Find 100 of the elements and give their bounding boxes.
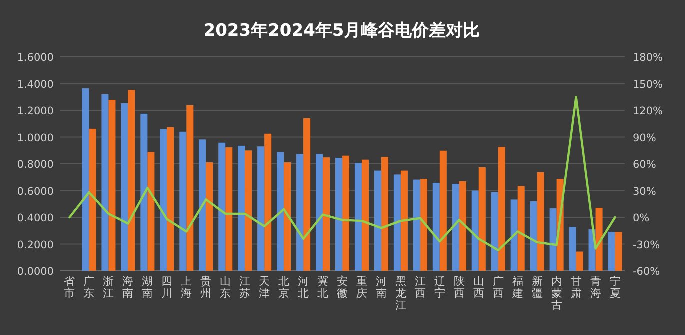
bar <box>167 127 174 271</box>
bar <box>128 90 136 271</box>
bar <box>121 103 128 271</box>
x-tick-label: 省市 <box>64 275 76 300</box>
x-tick-label: 陕西 <box>454 275 465 300</box>
x-tick-label: 甘肃 <box>570 275 582 300</box>
chart-title: 2023年2024年5月峰谷电价差对比 <box>204 21 480 41</box>
y2-tick-label: -60% <box>633 266 660 278</box>
y2-tick-label: 120% <box>633 106 664 118</box>
bar <box>180 132 187 271</box>
bar <box>440 150 447 271</box>
bar <box>537 172 544 271</box>
x-tick-label: 新疆 <box>532 275 543 300</box>
bar <box>284 162 292 271</box>
x-tick-label: 山西 <box>473 275 484 300</box>
bar <box>335 158 342 271</box>
x-tick-label: 重庆 <box>356 275 368 300</box>
y-tick-label: 0.8000 <box>17 159 54 171</box>
x-tick-label: 内蒙古 <box>551 275 562 312</box>
bar <box>148 152 155 271</box>
bar <box>394 174 401 271</box>
bar <box>530 201 538 271</box>
bar <box>576 252 584 271</box>
x-tick-label: 贵州 <box>200 275 212 300</box>
line-series <box>68 96 616 252</box>
bar <box>296 154 304 271</box>
x-tick-label: 河北 <box>298 275 310 300</box>
bar <box>186 105 194 271</box>
x-tick-label: 湖南 <box>142 275 154 300</box>
bar <box>432 182 440 271</box>
x-tick-label: 宁夏 <box>610 275 621 300</box>
y-tick-label: 0.4000 <box>17 212 54 224</box>
bar <box>608 232 616 271</box>
bar <box>264 134 272 271</box>
x-tick-label: 江西 <box>414 275 426 300</box>
bar <box>160 129 168 271</box>
bar <box>218 142 226 271</box>
bar <box>82 88 90 271</box>
bar <box>316 154 324 271</box>
x-tick-label: 安徽 <box>337 275 348 300</box>
x-tick-label: 广东 <box>84 275 95 300</box>
bar <box>199 140 206 271</box>
x-tick-label: 黑龙江 <box>395 275 406 312</box>
y2-tick-label: 150% <box>633 78 664 91</box>
y-tick-label: 1.4000 <box>17 78 54 91</box>
x-tick-label: 河南 <box>376 275 387 300</box>
bar <box>550 208 557 271</box>
bar <box>381 157 388 271</box>
bar <box>374 170 382 271</box>
x-tick-label: 江苏 <box>240 275 251 300</box>
x-tick-label: 上海 <box>181 275 192 300</box>
y-tick-label: 1.0000 <box>17 132 54 144</box>
x-tick-label: 福建 <box>511 275 524 300</box>
bar <box>323 158 330 271</box>
bar <box>245 150 252 271</box>
x-tick-label: 辽宁 <box>434 275 446 300</box>
x-tick-label: 广西 <box>492 275 504 300</box>
bar <box>459 181 466 271</box>
bar <box>615 232 622 271</box>
bar <box>258 146 265 271</box>
y-tick-label: 0.6000 <box>17 186 54 198</box>
y-tick-label: 0.0000 <box>17 266 54 278</box>
y2-tick-label: 30% <box>633 186 656 198</box>
bar <box>206 162 214 271</box>
bar <box>518 186 525 271</box>
x-tick-label: 浙江 <box>103 275 114 300</box>
bar <box>277 152 284 271</box>
x-tick-label: 海南 <box>122 275 134 300</box>
x-tick-label: 冀北 <box>318 275 329 300</box>
bar <box>596 208 603 271</box>
y2-tick-label: 60% <box>633 159 656 171</box>
bar <box>420 179 428 271</box>
bar <box>472 190 479 271</box>
bar <box>362 160 369 271</box>
bar <box>342 156 350 271</box>
y-tick-label: 1.6000 <box>17 52 54 64</box>
bar <box>452 184 460 271</box>
bar <box>510 200 518 271</box>
bar <box>354 163 362 271</box>
bar <box>413 180 420 271</box>
bar <box>238 146 246 271</box>
y-tick-label: 0.2000 <box>17 239 54 252</box>
y2-tick-label: -30% <box>633 239 660 252</box>
x-tick-label: 天津 <box>259 275 270 300</box>
y2-tick-label: 0% <box>633 212 650 224</box>
bar <box>491 192 498 271</box>
x-tick-label: 山东 <box>220 275 232 300</box>
y-tick-label: 1.2000 <box>17 106 54 118</box>
y2-tick-label: 180% <box>633 52 664 64</box>
x-tick-label: 北京 <box>278 275 290 300</box>
bar <box>89 128 96 271</box>
bar <box>226 148 233 271</box>
x-tick-label: 四川 <box>162 275 173 300</box>
bar <box>400 170 408 271</box>
bar <box>140 114 148 271</box>
bar <box>478 167 486 271</box>
x-tick-label: 青海 <box>590 275 602 300</box>
bar <box>569 227 576 271</box>
y2-tick-label: 90% <box>633 132 656 144</box>
bar <box>108 100 116 271</box>
